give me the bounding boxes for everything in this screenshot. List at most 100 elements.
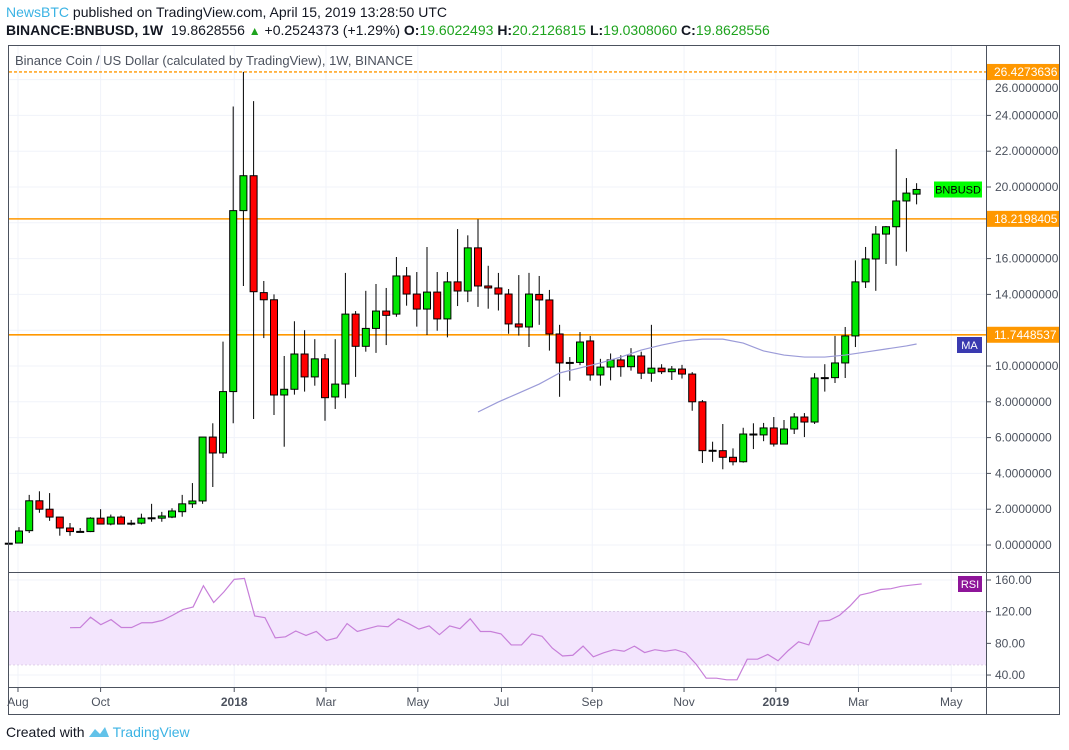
candle-body [841, 335, 850, 364]
candle-body [463, 247, 472, 292]
candle-body [576, 341, 584, 363]
tradingview-logo-icon [88, 727, 109, 737]
candle [831, 335, 839, 384]
level-price-tag [987, 63, 1059, 80]
candle-body [831, 362, 839, 379]
candle [137, 513, 146, 525]
candle-body [678, 368, 686, 375]
candle-body [565, 361, 574, 364]
candle [239, 71, 248, 286]
candle-body [198, 436, 207, 502]
candle-body [392, 275, 401, 315]
published-text: published on TradingView.com, April 15, … [69, 4, 447, 20]
publisher-link[interactable]: NewsBTC [6, 4, 70, 20]
candle [157, 511, 166, 522]
time-label: May [940, 695, 963, 709]
price-chart[interactable]: Aug Oct 2018 Mar May Jul Sep Nov 2019 Mar May 0.000… [0, 0, 1069, 720]
candle [259, 280, 268, 339]
candle [321, 354, 329, 421]
rsi-label: 120.00 [995, 605, 1032, 619]
created-with-text: Created with [6, 724, 85, 740]
candle-body [851, 281, 860, 337]
rsi-label: 160.00 [995, 573, 1032, 587]
price-label: 26.0000000 [995, 81, 1059, 95]
candle [678, 364, 686, 379]
candle-body [484, 285, 493, 289]
candle [535, 275, 544, 325]
candle [667, 366, 676, 380]
tradingview-link[interactable]: TradingView [112, 724, 190, 740]
candle-body [372, 310, 380, 329]
candle [361, 290, 370, 352]
candle [576, 331, 584, 366]
candle-body [769, 427, 778, 445]
candle [382, 287, 391, 346]
candle [106, 514, 115, 526]
candle [229, 106, 238, 424]
candle [300, 330, 309, 392]
candle [565, 357, 574, 381]
candle-body [310, 358, 319, 378]
time-label: May [406, 695, 429, 709]
candle-body [259, 292, 268, 301]
candle [178, 494, 187, 517]
candle-body [178, 503, 187, 513]
candle [810, 373, 819, 424]
candle [861, 246, 870, 288]
high-value: 20.2126815 [512, 22, 587, 38]
candle [35, 491, 44, 513]
candle [402, 267, 411, 306]
chart-frame [8, 45, 1060, 715]
candle-body [168, 510, 176, 518]
candle-body [810, 377, 819, 423]
candle [718, 423, 727, 470]
close-value: 19.8628556 [695, 22, 770, 38]
open-label: O: [403, 22, 420, 38]
candle-body [688, 373, 697, 403]
price-label: 6.0000000 [995, 431, 1052, 445]
candle-body [647, 367, 656, 374]
ma-tag-label: MA [961, 340, 978, 352]
candle [198, 436, 207, 504]
candle [616, 355, 625, 377]
candle [484, 265, 493, 309]
candle-body [331, 383, 340, 398]
time-label: Aug [7, 695, 28, 709]
candle-body [698, 401, 707, 452]
candle [392, 256, 401, 317]
candle [780, 420, 788, 445]
low-value: 19.0308060 [603, 22, 678, 38]
chart-title: Binance Coin / US Dollar (calculated by … [15, 53, 413, 68]
candle-body [902, 192, 911, 202]
candle [331, 339, 340, 409]
candle [96, 509, 105, 525]
candle-body [912, 188, 921, 195]
price-label: 20.0000000 [995, 180, 1059, 194]
candle [892, 149, 901, 266]
candle [871, 226, 880, 291]
candle [882, 226, 890, 264]
price-label: 0.0000000 [995, 538, 1052, 552]
candle [790, 413, 799, 435]
candle-body [749, 433, 758, 436]
candle [117, 515, 125, 525]
symbol-name: BINANCE:BNBUSD, 1W [6, 22, 164, 38]
time-label: 2018 [221, 695, 248, 709]
candle [555, 324, 564, 397]
level-price-tag [987, 210, 1059, 227]
candle [851, 260, 860, 348]
candle-body [790, 416, 799, 430]
price-label: 4.0000000 [995, 466, 1052, 480]
candle-body [759, 427, 768, 436]
candle-body [780, 428, 788, 445]
rsi-tag [958, 576, 982, 592]
publish-info: NewsBTC published on TradingView.com, Ap… [6, 4, 447, 20]
level-price-label: 26.4273636 [994, 65, 1058, 79]
candle-body [341, 313, 350, 385]
candle-body [514, 323, 523, 328]
candle-body [137, 517, 146, 524]
candle-body [820, 377, 829, 380]
price-label: 24.0000000 [995, 108, 1059, 122]
candle-body [106, 516, 115, 525]
candle-body [596, 366, 605, 376]
